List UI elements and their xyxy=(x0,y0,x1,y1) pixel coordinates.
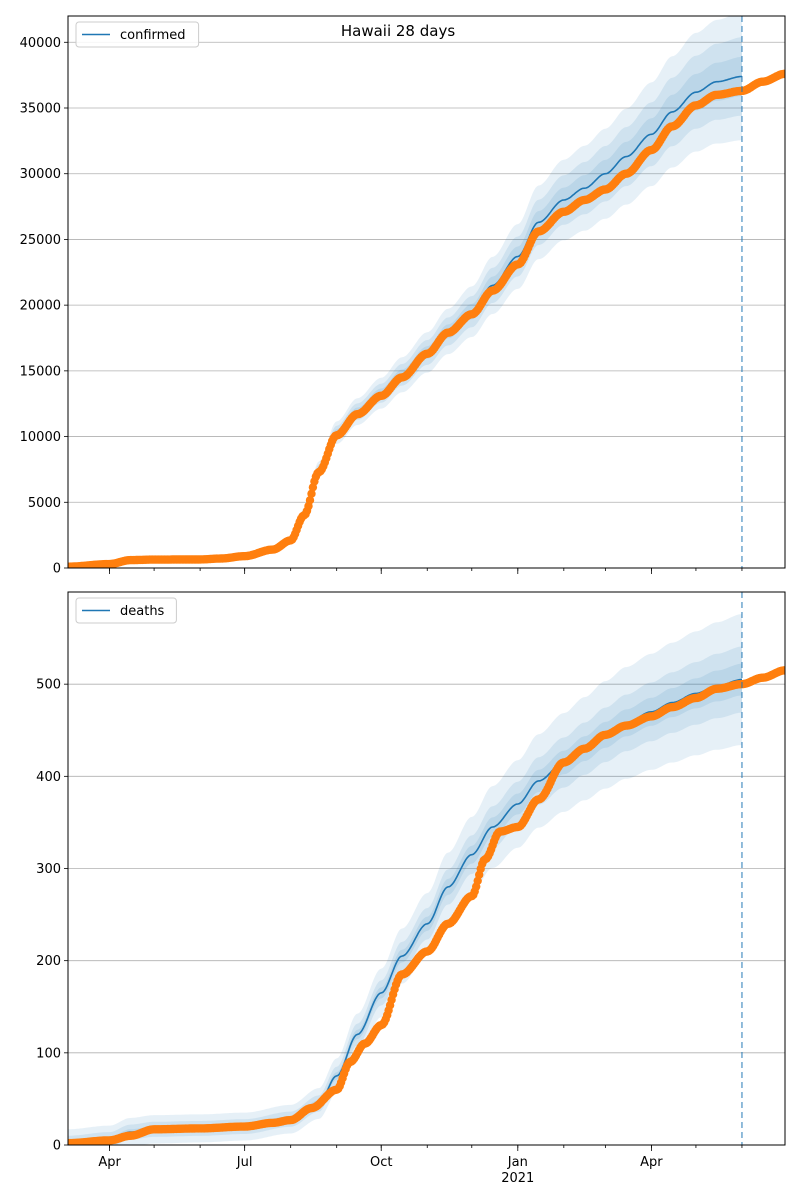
legend-label: confirmed xyxy=(120,28,186,43)
legend-label: deaths xyxy=(120,604,165,619)
legend: deaths xyxy=(75,597,177,624)
axes-frame xyxy=(67,15,786,569)
y-tick-label: 0 xyxy=(53,1139,61,1154)
x-tick-label: Jul xyxy=(236,1155,253,1170)
uncertainty-band xyxy=(68,16,742,567)
observed-point xyxy=(780,666,785,675)
x-tick-label: Oct xyxy=(370,1155,392,1170)
y-tick-label: 25000 xyxy=(20,233,61,248)
uncertainty-band xyxy=(68,646,742,1145)
legend-box xyxy=(75,21,200,48)
observed-point xyxy=(305,496,315,505)
x-tick-label: Apr xyxy=(640,1155,663,1170)
y-tick-label: 40000 xyxy=(20,36,61,51)
x-tick-sublabel: 2021 xyxy=(501,1171,534,1186)
y-tick-label: 15000 xyxy=(20,364,61,379)
legend-box xyxy=(75,597,177,624)
y-tick-label: 30000 xyxy=(20,167,61,182)
y-tick-label: 100 xyxy=(36,1046,61,1061)
panel-confirmed: 0 5000 10000 15000 20000 25000 30000 35000 40000… xyxy=(20,15,786,577)
plot-area xyxy=(68,16,785,568)
y-tick-label: 300 xyxy=(36,862,61,877)
y-tick-label: 5000 xyxy=(28,496,61,511)
y-tick-label: 10000 xyxy=(20,430,61,445)
uncertainty-band xyxy=(68,56,742,567)
observed-point xyxy=(780,69,785,78)
observed-point xyxy=(307,489,316,498)
chart-panels: 0500010000150002000025000300003500040000… xyxy=(20,15,786,1186)
y-tick-label: 500 xyxy=(36,678,61,693)
y-tick-label: 400 xyxy=(36,770,61,785)
y-tick-label: 0 xyxy=(53,562,61,577)
y-tick-label: 20000 xyxy=(20,299,61,314)
chart-title: Hawaii 28 days xyxy=(341,22,455,40)
x-tick-label: Apr xyxy=(98,1155,121,1170)
plot-area xyxy=(68,592,785,1145)
y-tick-label: 200 xyxy=(36,954,61,969)
x-tick-label: Jan xyxy=(507,1155,528,1170)
y-tick-label: 35000 xyxy=(20,102,61,117)
axes-frame xyxy=(67,591,786,1146)
uncertainty-band xyxy=(68,37,742,567)
uncertainty-band xyxy=(68,614,742,1145)
uncertainty-band xyxy=(68,663,742,1145)
legend: confirmed xyxy=(75,21,200,48)
